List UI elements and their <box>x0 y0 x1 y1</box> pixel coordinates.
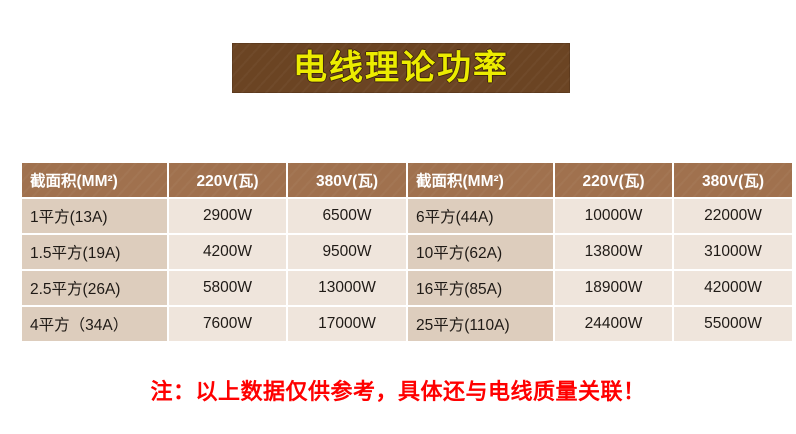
table-header-row: 截面积(MM²) 220V(瓦) 380V(瓦) 截面积(MM²) 220V(瓦… <box>22 163 792 197</box>
cell-220v-left: 4200W <box>169 235 286 269</box>
column-header-spec-left: 截面积(MM²) <box>22 163 167 197</box>
column-header-220v-left: 220V(瓦) <box>169 163 286 197</box>
cell-spec-right: 16平方(85A) <box>408 271 553 305</box>
cell-220v-left: 2900W <box>169 199 286 233</box>
table-header: 截面积(MM²) 220V(瓦) 380V(瓦) 截面积(MM²) 220V(瓦… <box>22 163 792 197</box>
cell-380v-left: 9500W <box>288 235 406 269</box>
cell-380v-left: 13000W <box>288 271 406 305</box>
cell-spec-left: 4平方（34A） <box>22 307 167 341</box>
page-title: 电线理论功率 <box>293 49 509 87</box>
cell-220v-left: 7600W <box>169 307 286 341</box>
table-body: 1平方(13A) 2900W 6500W 6平方(44A) 10000W 220… <box>22 199 792 341</box>
cell-220v-right: 13800W <box>555 235 672 269</box>
cell-spec-right: 10平方(62A) <box>408 235 553 269</box>
column-header-spec-right: 截面积(MM²) <box>408 163 553 197</box>
cell-220v-right: 18900W <box>555 271 672 305</box>
cell-380v-left: 6500W <box>288 199 406 233</box>
column-header-380v-right: 380V(瓦) <box>674 163 792 197</box>
cell-spec-right: 25平方(110A) <box>408 307 553 341</box>
cell-spec-left: 1平方(13A) <box>22 199 167 233</box>
cell-220v-right: 24400W <box>555 307 672 341</box>
cell-220v-left: 5800W <box>169 271 286 305</box>
cell-spec-right: 6平方(44A) <box>408 199 553 233</box>
cell-spec-left: 1.5平方(19A) <box>22 235 167 269</box>
cell-spec-left: 2.5平方(26A) <box>22 271 167 305</box>
cell-380v-left: 17000W <box>288 307 406 341</box>
footnote-disclaimer: 注：以上数据仅供参考，具体还与电线质量关联！ <box>150 379 646 404</box>
cell-380v-right: 55000W <box>674 307 792 341</box>
table-row: 1平方(13A) 2900W 6500W 6平方(44A) 10000W 220… <box>22 199 792 233</box>
title-banner: 电线理论功率 <box>232 43 570 93</box>
cell-380v-right: 31000W <box>674 235 792 269</box>
wire-power-table: 截面积(MM²) 220V(瓦) 380V(瓦) 截面积(MM²) 220V(瓦… <box>20 161 794 343</box>
cell-380v-right: 42000W <box>674 271 792 305</box>
column-header-380v-left: 380V(瓦) <box>288 163 406 197</box>
table-row: 2.5平方(26A) 5800W 13000W 16平方(85A) 18900W… <box>22 271 792 305</box>
table-row: 4平方（34A） 7600W 17000W 25平方(110A) 24400W … <box>22 307 792 341</box>
table-row: 1.5平方(19A) 4200W 9500W 10平方(62A) 13800W … <box>22 235 792 269</box>
cell-380v-right: 22000W <box>674 199 792 233</box>
column-header-220v-right: 220V(瓦) <box>555 163 672 197</box>
cell-220v-right: 10000W <box>555 199 672 233</box>
